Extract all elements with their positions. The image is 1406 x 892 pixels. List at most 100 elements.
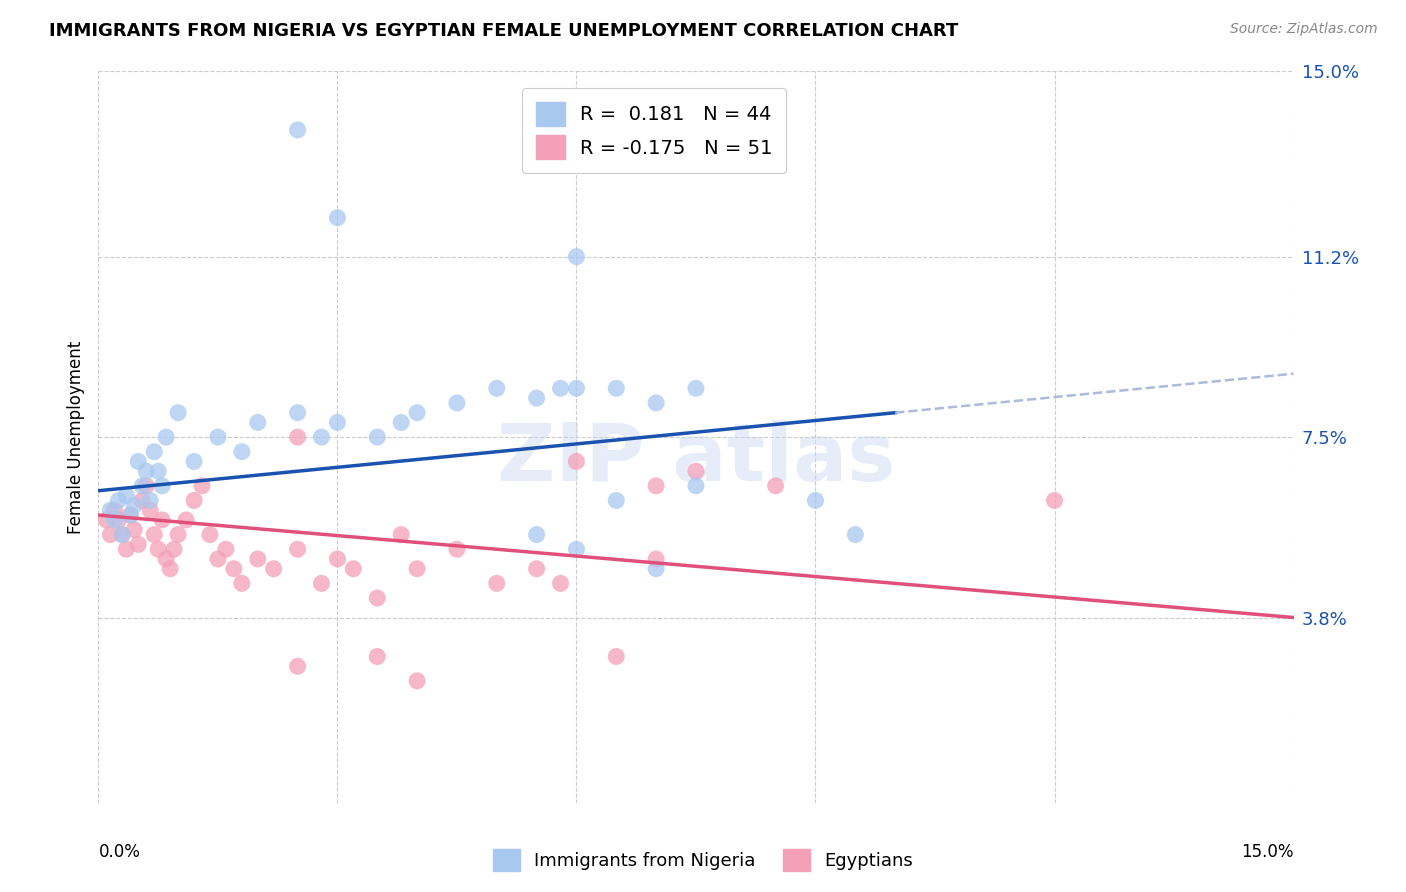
Point — [446, 396, 468, 410]
Point — [135, 464, 157, 478]
Text: Source: ZipAtlas.com: Source: ZipAtlas.com — [1230, 22, 1378, 37]
Point — [485, 381, 508, 395]
Point — [550, 381, 572, 395]
Point — [550, 576, 572, 591]
Point — [115, 542, 138, 557]
Point — [389, 527, 412, 541]
Point — [645, 552, 668, 566]
Point — [148, 464, 170, 478]
Point — [342, 562, 364, 576]
Point — [246, 552, 269, 566]
Text: IMMIGRANTS FROM NIGERIA VS EGYPTIAN FEMALE UNEMPLOYMENT CORRELATION CHART: IMMIGRANTS FROM NIGERIA VS EGYPTIAN FEMA… — [49, 22, 959, 40]
Text: 0.0%: 0.0% — [98, 843, 141, 861]
Point — [155, 430, 177, 444]
Point — [115, 489, 138, 503]
Point — [96, 513, 118, 527]
Point — [150, 479, 173, 493]
Point — [287, 430, 309, 444]
Point — [685, 464, 707, 478]
Point — [231, 576, 253, 591]
Text: 15.0%: 15.0% — [1241, 843, 1294, 861]
Point — [103, 503, 125, 517]
Point — [207, 552, 229, 566]
Point — [124, 523, 146, 537]
Point — [605, 649, 627, 664]
Point — [150, 513, 173, 527]
Point — [143, 527, 166, 541]
Point — [526, 562, 548, 576]
Point — [605, 493, 627, 508]
Point — [246, 416, 269, 430]
Point — [159, 562, 181, 576]
Point — [120, 508, 142, 522]
Point — [103, 513, 125, 527]
Point — [526, 391, 548, 405]
Point — [844, 527, 866, 541]
Legend: Immigrants from Nigeria, Egyptians: Immigrants from Nigeria, Egyptians — [485, 842, 921, 879]
Point — [135, 479, 157, 493]
Text: ZIP atlas: ZIP atlas — [496, 420, 896, 498]
Point — [198, 527, 221, 541]
Point — [222, 562, 245, 576]
Point — [287, 542, 309, 557]
Point — [389, 416, 412, 430]
Point — [565, 250, 588, 264]
Point — [191, 479, 214, 493]
Point — [263, 562, 285, 576]
Point — [366, 430, 388, 444]
Point — [155, 552, 177, 566]
Point — [98, 503, 122, 517]
Point — [406, 673, 429, 688]
Point — [287, 123, 309, 137]
Point — [565, 381, 588, 395]
Point — [765, 479, 787, 493]
Point — [366, 591, 388, 605]
Point — [127, 454, 149, 468]
Point — [148, 542, 170, 557]
Point — [311, 430, 333, 444]
Point — [685, 381, 707, 395]
Point — [605, 381, 627, 395]
Point — [167, 406, 190, 420]
Point — [98, 527, 122, 541]
Point — [311, 576, 333, 591]
Point — [120, 508, 142, 522]
Point — [485, 576, 508, 591]
Point — [446, 542, 468, 557]
Point — [645, 396, 668, 410]
Point — [231, 444, 253, 458]
Point — [1043, 493, 1066, 508]
Y-axis label: Female Unemployment: Female Unemployment — [66, 341, 84, 533]
Point — [287, 659, 309, 673]
Point — [127, 537, 149, 551]
Point — [645, 562, 668, 576]
Point — [143, 444, 166, 458]
Legend: R =  0.181   N = 44, R = -0.175   N = 51: R = 0.181 N = 44, R = -0.175 N = 51 — [522, 88, 786, 173]
Point — [131, 479, 153, 493]
Point — [167, 527, 190, 541]
Point — [107, 513, 129, 527]
Point — [111, 527, 134, 541]
Point — [406, 562, 429, 576]
Point — [326, 211, 349, 225]
Point — [326, 552, 349, 566]
Point — [366, 649, 388, 664]
Point — [111, 527, 134, 541]
Point — [526, 527, 548, 541]
Point — [183, 493, 205, 508]
Point — [174, 513, 197, 527]
Point — [163, 542, 186, 557]
Point — [215, 542, 238, 557]
Point — [406, 406, 429, 420]
Point — [131, 493, 153, 508]
Point — [124, 499, 146, 513]
Point — [804, 493, 827, 508]
Point — [207, 430, 229, 444]
Point — [685, 479, 707, 493]
Point — [139, 493, 162, 508]
Point — [287, 406, 309, 420]
Point — [565, 454, 588, 468]
Point — [645, 479, 668, 493]
Point — [326, 416, 349, 430]
Point — [107, 493, 129, 508]
